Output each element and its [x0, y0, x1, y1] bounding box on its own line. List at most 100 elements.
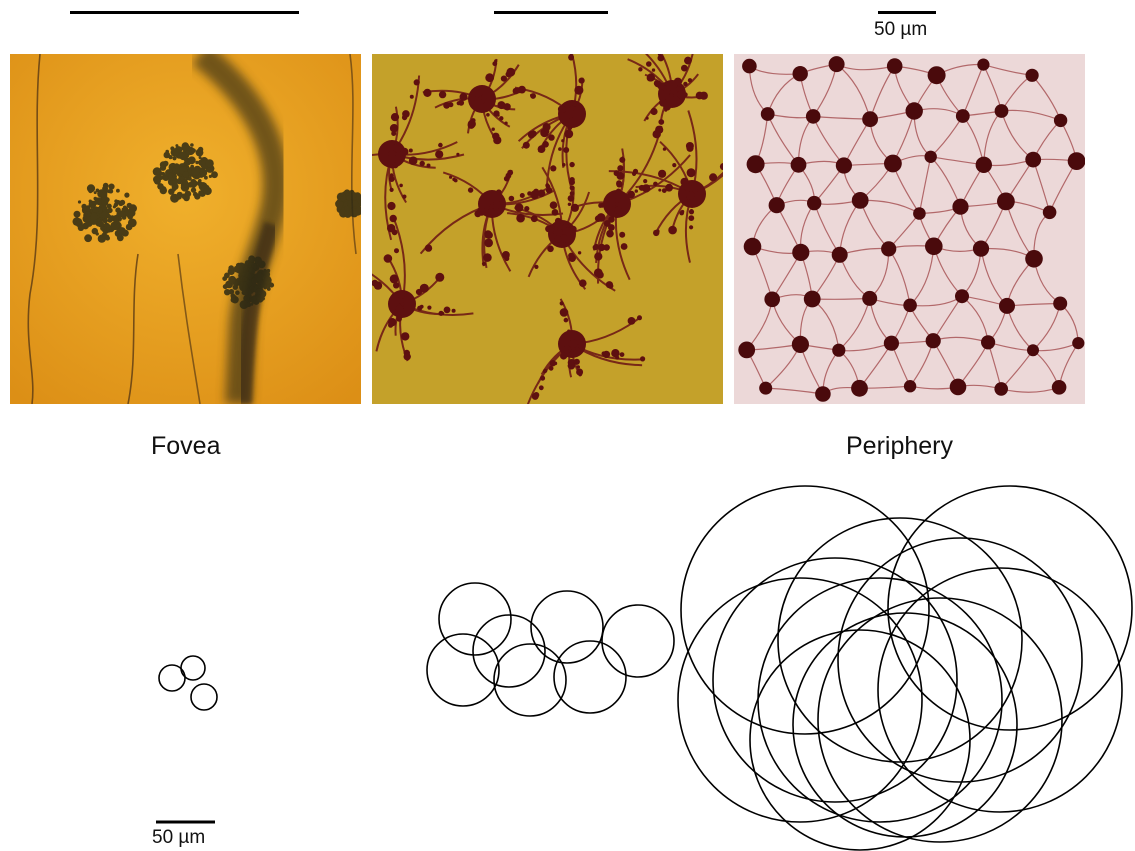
varicosity [683, 183, 693, 192]
varicosity [566, 346, 570, 350]
varicosity [685, 142, 694, 150]
dendrite-blob [198, 179, 202, 183]
varicosity [391, 229, 398, 236]
varicosity [684, 56, 692, 65]
dendrite-blob [192, 191, 198, 197]
varicosity [561, 237, 568, 243]
varicosity [506, 67, 516, 77]
dendrite-blob [172, 166, 181, 175]
dendrite-blob [106, 227, 110, 231]
soma [903, 380, 917, 393]
varicosity [393, 282, 400, 289]
field-circle [749, 629, 971, 851]
dendrite-blob [248, 262, 252, 266]
dendrite-blob [189, 180, 197, 188]
field-circle [712, 557, 958, 803]
dendrite-blob [250, 257, 254, 262]
varicosity [616, 172, 625, 180]
varicosity [616, 181, 623, 188]
varicosity [602, 350, 611, 359]
dendrite-blob [172, 156, 177, 161]
scale-bar-periphery-top [878, 11, 936, 14]
varicosity [489, 204, 495, 209]
dendrite-blob [204, 175, 208, 180]
soma [805, 109, 821, 124]
varicosity [672, 163, 677, 168]
soma [743, 237, 762, 256]
varicosity [597, 243, 606, 252]
varicosity [488, 99, 493, 104]
dendrite-blob [340, 195, 347, 202]
soma [764, 291, 780, 308]
field-circle [530, 590, 604, 664]
varicosity [467, 187, 474, 193]
varicosity [503, 103, 511, 111]
dendrite-blob [159, 164, 167, 171]
varicosity [530, 93, 534, 97]
dendrite-blob [153, 170, 157, 174]
mid-field-circles [426, 582, 675, 717]
varicosity [567, 112, 574, 119]
varicosity [426, 163, 431, 168]
varicosity [456, 152, 460, 156]
varicosity [554, 235, 562, 243]
dendrite-blob [208, 174, 212, 178]
soma [972, 240, 990, 257]
varicosity [574, 85, 584, 95]
varicosity [397, 291, 405, 299]
varicosity [661, 188, 667, 194]
soma [832, 343, 846, 357]
varicosity [686, 195, 691, 200]
dendrite-blob [187, 156, 196, 165]
dendrite-blob [222, 276, 228, 281]
dendrite-blob [239, 300, 249, 309]
varicosity [615, 188, 622, 195]
dendrite-blob [88, 199, 93, 203]
dendrite-blob [114, 199, 118, 203]
dendrite-blob [228, 289, 235, 295]
field-circle [792, 612, 1018, 838]
dendrite-blob [198, 190, 204, 196]
dendrite-blob [77, 200, 82, 204]
varicosity [549, 360, 556, 367]
dendrite-blob [102, 211, 108, 217]
soma [746, 155, 765, 174]
varicosity [408, 156, 418, 165]
dendrite-blob [116, 188, 120, 193]
varicosity [651, 68, 656, 72]
varicosity [579, 279, 587, 287]
varicosity [548, 227, 555, 233]
dendrite-blob [108, 183, 115, 190]
dendrite-blob [187, 176, 192, 181]
varicosity [638, 67, 643, 72]
dendrite-blob [182, 179, 188, 185]
varicosity [545, 187, 553, 194]
field-circle [553, 640, 627, 714]
varicosity [438, 142, 443, 148]
varicosity [495, 189, 502, 196]
varicosity [542, 131, 547, 135]
dendrite-blob [93, 191, 97, 195]
varicosity [481, 93, 488, 100]
varicosity [424, 244, 433, 252]
field-circle [680, 485, 930, 735]
varicosity [564, 129, 574, 139]
varicosity [397, 314, 402, 320]
soma [803, 290, 821, 308]
dendrite-blob [127, 225, 133, 230]
soma [1025, 151, 1042, 168]
dendrite-blob [182, 195, 186, 199]
varicosity [577, 251, 582, 255]
varicosity [554, 217, 562, 225]
soma [999, 297, 1015, 314]
soma [760, 107, 775, 121]
varicosity [514, 203, 524, 212]
varicosity [617, 165, 624, 172]
dendrite-blob [127, 218, 137, 228]
varicosity [534, 264, 539, 269]
varicosity [673, 77, 682, 86]
dendrite-blob [242, 276, 248, 282]
varicosity [443, 306, 451, 314]
dendrite-blob [113, 202, 119, 207]
soma [851, 192, 869, 209]
